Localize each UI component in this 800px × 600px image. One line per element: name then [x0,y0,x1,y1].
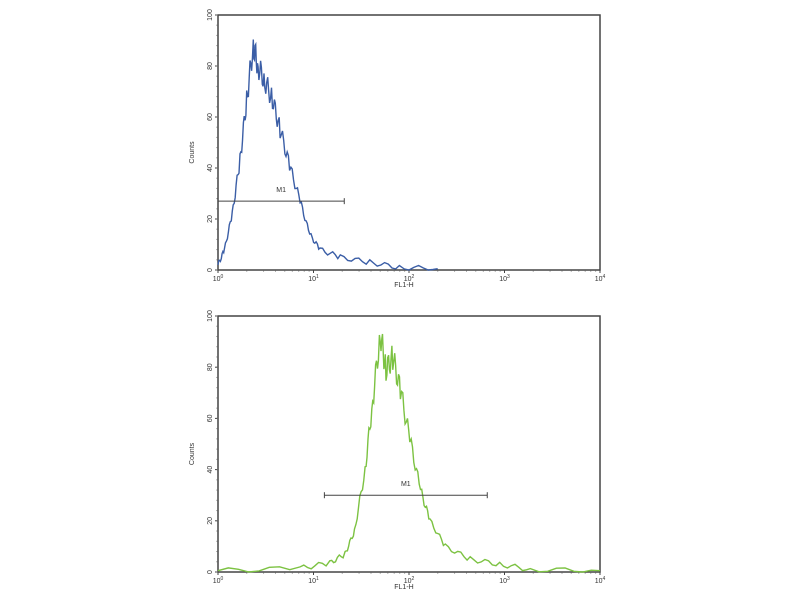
x-tick-exponent: 0 [221,576,224,582]
x-tick-label: 101 [308,274,319,283]
x-axis-label: FL1-H [394,584,413,591]
y-axis-label: Counts [189,442,196,465]
y-tick-label: 100 [207,9,214,21]
histogram-line [217,333,601,573]
x-tick-exponent: 4 [603,576,606,582]
x-tick-exponent: 2 [412,274,415,280]
x-tick-exponent: 2 [412,576,415,582]
y-tick-label: 20 [207,517,214,525]
x-tick-label: 102 [404,576,415,585]
x-tick-exponent: 4 [603,274,606,280]
y-tick-label: 80 [207,363,214,371]
x-tick-exponent: 1 [316,576,319,582]
y-tick-label: 100 [207,310,214,322]
y-tick-label: 20 [207,215,214,223]
x-tick-label: 104 [595,274,606,283]
x-tick-label: 103 [499,576,510,585]
y-tick-label: 80 [207,62,214,70]
x-tick-label: 101 [308,576,319,585]
y-axis-label: Counts [189,141,196,164]
plot-frame [217,315,601,573]
x-tick-exponent: 0 [221,274,224,280]
x-tick-label: 100 [213,576,224,585]
x-tick-label: 104 [595,576,606,585]
y-tick-label: 40 [207,164,214,172]
x-tick-label: 103 [499,274,510,283]
y-tick-label: 0 [207,268,214,272]
marker-label: M1 [276,187,286,194]
y-tick-label: 0 [207,570,214,574]
histogram-line [217,39,438,271]
y-tick-label: 60 [207,414,214,422]
marker-label: M1 [401,481,411,488]
y-tick-label: 40 [207,466,214,474]
y-tick-label: 60 [207,113,214,121]
plot-frame [217,14,601,271]
x-tick-exponent: 1 [316,274,319,280]
x-tick-label: 102 [404,274,415,283]
x-axis-label: FL1-H [394,282,413,289]
x-tick-label: 100 [213,274,224,283]
x-tick-exponent: 3 [507,576,510,582]
x-tick-exponent: 3 [507,274,510,280]
